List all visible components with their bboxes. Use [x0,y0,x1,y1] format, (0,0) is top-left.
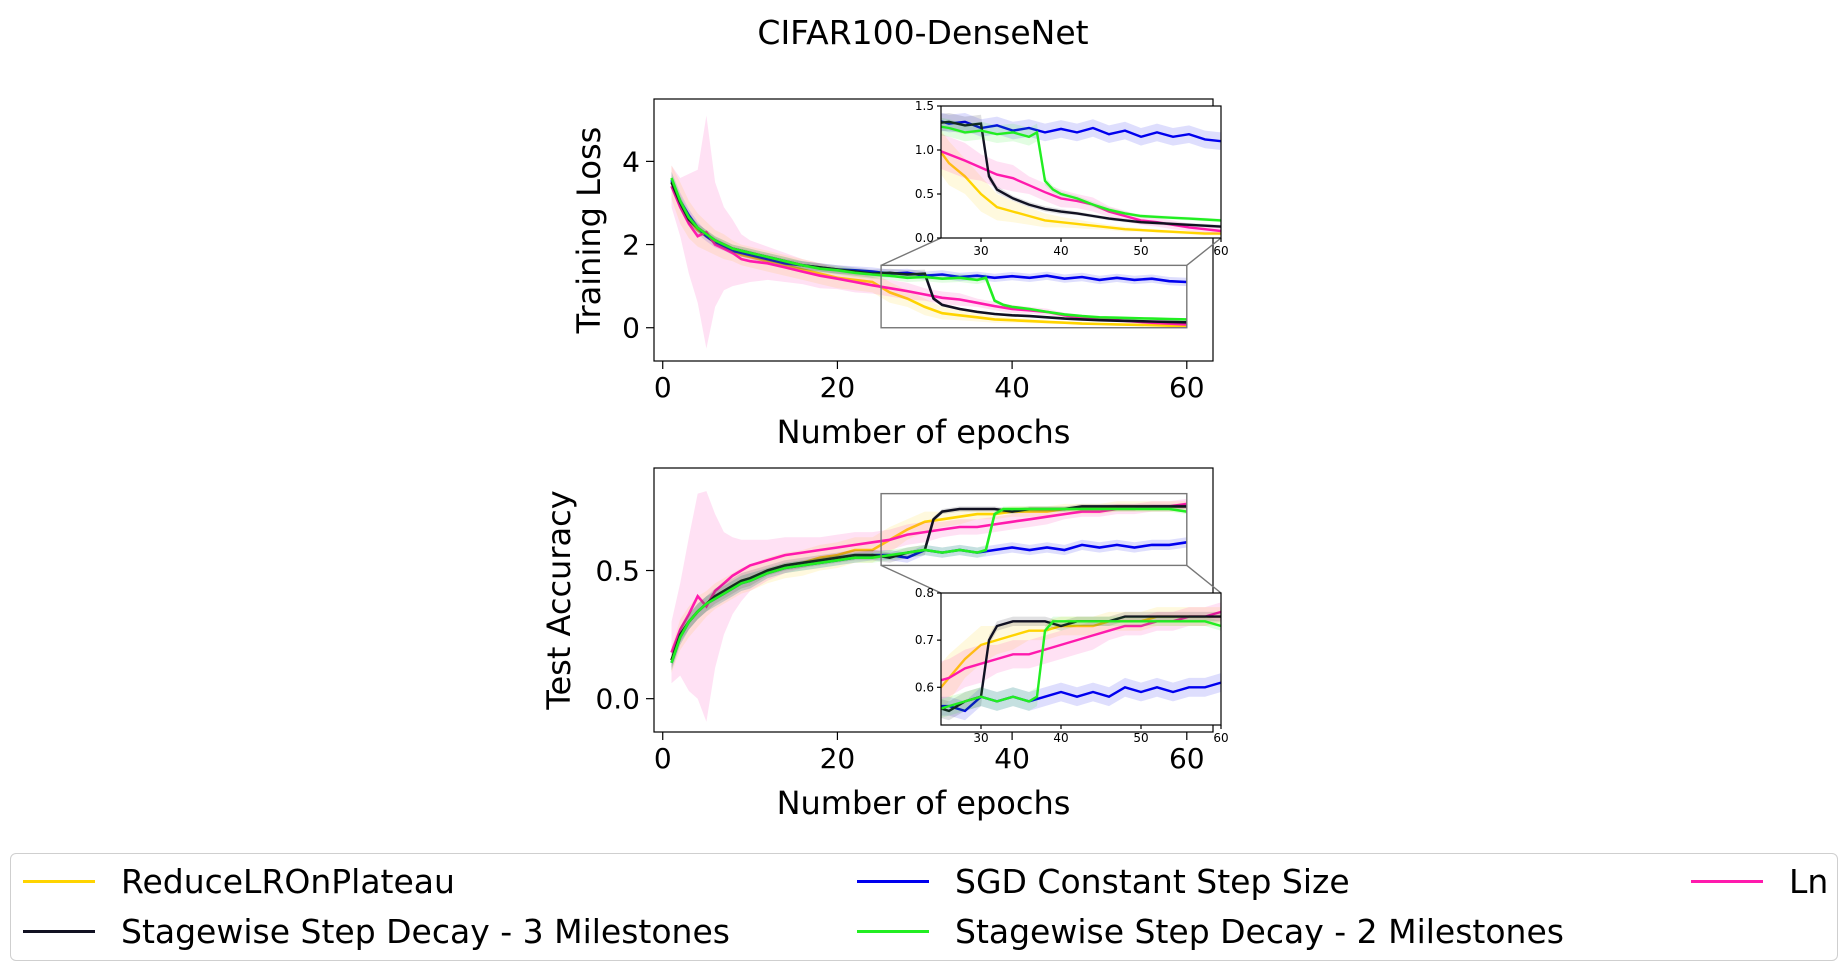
y-axis-label-loss: Training Loss [570,127,608,335]
legend-swatch-stage2 [857,930,929,933]
inset-line-loss-stage2 [941,125,1221,222]
legend-swatch-reduce [23,880,95,883]
inset-x-tick-label-loss-3: 60 [1213,244,1228,258]
zoom-rect-acc [880,492,1188,567]
x-tick-label-acc-1: 20 [820,742,856,775]
inset-band-loss-reduce [941,130,1221,236]
plot-area-acc [670,491,1187,722]
line-loss-ln [670,185,1187,326]
band-acc-sgd [671,537,1187,671]
legend-label-reduce: ReduceLROnPlateau [121,862,455,901]
y-tick-label-loss-2: 4 [622,145,640,178]
line-acc-stage2 [670,507,1187,664]
chart-loss: 0 20 40 60 0 2 4 Number of epochs Training Loss 3… [570,98,1229,451]
inset-x-tick-label-loss-0: 30 [973,244,988,258]
inset-band-acc-stage2 [941,616,1221,718]
chart-acc: 0 20 40 60 0.0 0.5 Number of epochs Test Accura… [540,467,1229,822]
inset-line-acc-stage3 [941,615,1221,713]
figure-title: CIFAR100-DenseNet [757,13,1088,52]
x-tick-label-acc-3: 60 [1169,742,1205,775]
inset-y-tick-label-acc-0: 0.6 [915,680,934,694]
x-tick-label-acc-2: 40 [994,742,1030,775]
x-axis-label-loss: Number of epochs [777,413,1071,451]
legend-label-stage2: Stagewise Step Decay - 2 Milestones [955,912,1564,951]
legend-swatch-stage3 [23,930,95,933]
line-loss-stage2 [670,177,1187,321]
legend-entry-stage2: Stagewise Step Decay - 2 Milestones [857,912,1564,951]
inset-band-loss-stage2 [941,117,1221,223]
zoom-connector-right-loss [1186,237,1222,266]
y-tick-label-acc-1: 0.5 [595,555,640,588]
inset-frame-acc [940,592,1222,726]
inset-x-tick-label-acc-3: 60 [1213,731,1228,745]
x-tick-label-loss-0: 0 [654,371,672,404]
x-tick-label-loss-2: 40 [994,371,1030,404]
zoom-connector-left-acc [880,564,942,594]
legend: ReduceLROnPlateau SGD Constant Step Size… [10,853,1838,961]
x-tick-label-acc-0: 0 [654,742,672,775]
y-tick-label-loss-1: 2 [622,229,640,262]
inset-bg-acc [941,593,1221,725]
inset-band-acc-stage3 [941,611,1221,721]
x-tick-label-loss-1: 20 [820,371,856,404]
inset-loss: 30 40 50 60 0.0 0.5 1.0 1.5 [915,99,1229,258]
inset-x-tick-label-loss-1: 40 [1053,244,1068,258]
inset-line-loss-ln [941,150,1221,233]
inset-frame-loss [940,105,1222,239]
inset-y-tick-label-loss-0: 0.0 [915,231,934,245]
inset-x-tick-label-acc-1: 40 [1053,731,1068,745]
inset-x-tick-label-acc-2: 50 [1133,731,1148,745]
inset-y-tick-label-loss-2: 1.0 [915,143,934,157]
zoom-connector-right-acc [1186,564,1222,594]
inset-x-tick-label-acc-0: 30 [973,731,988,745]
inset-y-tick-label-acc-1: 0.7 [915,633,934,647]
legend-label-ln: Ln [1789,862,1829,901]
y-tick-label-acc-0: 0.0 [595,683,640,716]
inset-plot-area-loss [941,112,1221,236]
inset-line-acc-ln [941,610,1221,682]
inset-y-tick-label-loss-3: 1.5 [915,99,934,113]
legend-swatch-sgd [857,880,929,883]
line-acc-ln [670,502,1187,653]
zoom-rect-loss [880,264,1188,329]
inset-band-acc-reduce [941,607,1221,711]
inset-y-tick-label-loss-1: 0.5 [915,187,934,201]
zoom-connector-left-loss [880,237,942,266]
inset-plot-area-acc [941,602,1221,721]
legend-label-stage3: Stagewise Step Decay - 3 Milestones [121,912,730,951]
plots-layer: 0 20 40 60 0 2 4 Number of epochs Training Loss 3… [540,98,1229,822]
plot-area-loss [670,115,1187,349]
band-acc-ln [671,491,1187,722]
inset-x-tick-label-loss-2: 50 [1133,244,1148,258]
inset-line-loss-sgd [941,120,1221,143]
inset-y-tick-label-acc-2: 0.8 [915,586,934,600]
legend-entry-stage3: Stagewise Step Decay - 3 Milestones [23,912,730,951]
legend-entry-reduce: ReduceLROnPlateau [23,862,455,901]
inset-acc: 30 40 50 60 0.6 0.7 0.8 [915,586,1229,745]
inset-line-acc-stage2 [941,620,1221,710]
legend-label-sgd: SGD Constant Step Size [955,862,1350,901]
inset-band-acc-ln [941,602,1221,700]
inset-line-loss-stage3 [941,120,1221,228]
inset-band-loss-stage3 [941,113,1221,229]
y-tick-label-loss-0: 0 [622,312,640,345]
inset-line-loss-reduce [941,150,1221,235]
legend-entry-ln: Ln [1691,862,1828,901]
x-axis-label-acc: Number of epochs [777,784,1071,822]
y-axis-label-acc: Test Accuracy [540,490,578,710]
legend-swatch-ln [1691,880,1763,883]
legend-entry-sgd: SGD Constant Step Size [857,862,1350,901]
x-tick-label-loss-3: 60 [1169,371,1205,404]
